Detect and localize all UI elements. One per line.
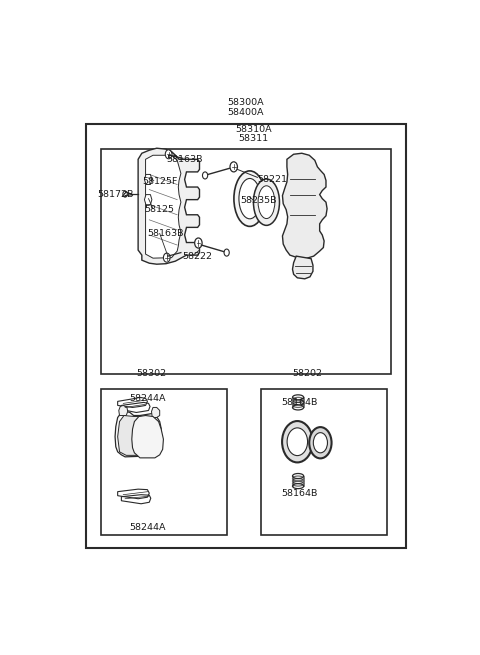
Ellipse shape <box>309 427 332 458</box>
Text: 58163B: 58163B <box>148 229 184 238</box>
Polygon shape <box>118 415 158 455</box>
Ellipse shape <box>234 171 265 227</box>
Text: 58164B: 58164B <box>282 489 318 498</box>
Circle shape <box>203 172 208 179</box>
Ellipse shape <box>239 178 261 219</box>
Text: 58125F: 58125F <box>143 178 178 187</box>
Text: 58400A: 58400A <box>228 108 264 117</box>
Text: 58202: 58202 <box>292 369 323 378</box>
Circle shape <box>163 253 170 262</box>
Text: 58235B: 58235B <box>241 196 277 205</box>
Polygon shape <box>138 148 200 264</box>
Text: 58310A: 58310A <box>235 124 272 134</box>
Text: 58222: 58222 <box>182 252 213 261</box>
Text: 58172B: 58172B <box>97 190 134 199</box>
Circle shape <box>224 249 229 256</box>
Text: 58300A: 58300A <box>228 98 264 107</box>
Text: 58163B: 58163B <box>167 155 203 164</box>
Polygon shape <box>292 256 313 279</box>
Polygon shape <box>119 405 128 415</box>
Bar <box>86 124 406 548</box>
Bar <box>101 389 228 535</box>
Polygon shape <box>282 153 327 259</box>
Text: 58244A: 58244A <box>129 523 166 532</box>
Ellipse shape <box>258 186 275 219</box>
Polygon shape <box>144 195 152 204</box>
Circle shape <box>230 162 238 172</box>
Polygon shape <box>132 415 163 458</box>
Polygon shape <box>152 407 160 417</box>
Text: 58221: 58221 <box>257 175 287 184</box>
Polygon shape <box>145 155 181 258</box>
Polygon shape <box>144 174 152 185</box>
Bar <box>101 149 391 373</box>
Bar <box>261 389 387 535</box>
Circle shape <box>195 238 202 248</box>
Polygon shape <box>115 411 161 457</box>
Ellipse shape <box>282 421 312 462</box>
Ellipse shape <box>313 433 327 453</box>
Text: 58125: 58125 <box>144 205 175 214</box>
Ellipse shape <box>287 428 308 456</box>
Text: 58302: 58302 <box>136 369 166 378</box>
Text: 58164B: 58164B <box>282 398 318 407</box>
Ellipse shape <box>253 179 279 225</box>
Text: 58311: 58311 <box>239 134 268 143</box>
Text: 58244A: 58244A <box>129 394 166 403</box>
Circle shape <box>165 150 172 159</box>
